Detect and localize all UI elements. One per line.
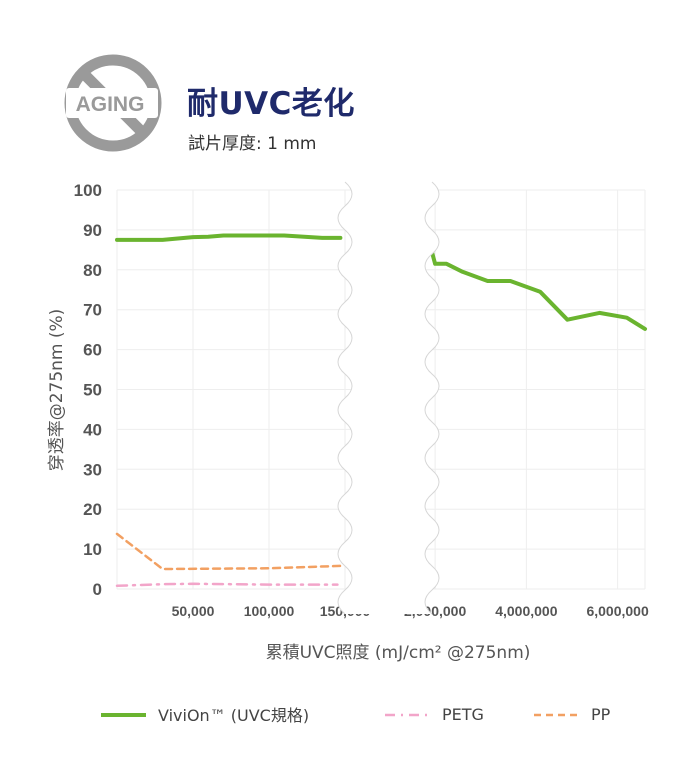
aging-badge-text: AGING	[76, 93, 145, 116]
legend-label-vivion: ViviOn™ (UVC規格)	[158, 706, 310, 725]
y-axis-label: 穿透率@275nm (%)	[47, 309, 67, 472]
legend-swatch-pp	[534, 705, 579, 724]
y-tick-label: 10	[83, 540, 102, 559]
legend-swatch-vivion	[101, 705, 146, 724]
page-title: 耐UVC老化	[187, 86, 355, 122]
aging-icon: AGING	[64, 54, 162, 152]
y-tick-label: 50	[83, 381, 102, 400]
x-tick-label: 50,000	[172, 603, 215, 619]
axis-break-edge	[337, 181, 353, 615]
series-line-petg	[115, 582, 339, 588]
page-subtitle: 試片厚度: 1 mm	[188, 134, 317, 154]
y-tick-label: 70	[83, 301, 102, 320]
legend-item-petg: PETG	[385, 702, 484, 726]
legend-item-vivion: ViviOn™ (UVC規格)	[101, 702, 309, 726]
x-tick-label: 6,000,000	[586, 603, 648, 619]
legend-label-pp: PP	[591, 704, 611, 724]
y-tick-label: 80	[83, 261, 102, 280]
legend-swatch-petg	[385, 705, 430, 724]
legend-item-pp: PP	[534, 702, 610, 726]
axis-break-band	[338, 182, 439, 614]
y-tick-label: 0	[93, 580, 102, 599]
y-tick-label: 60	[83, 341, 102, 360]
y-tick-label: 90	[83, 221, 102, 240]
series-line-pp	[115, 532, 342, 571]
y-tick-label: 30	[83, 460, 102, 479]
x-axis-label: 累積UVC照度 (mJ/cm² @275nm)	[266, 643, 531, 663]
y-tick-label: 20	[83, 500, 102, 519]
y-tick-label: 40	[83, 420, 102, 439]
legend-label-petg: PETG	[442, 704, 484, 724]
series-line-vivion	[426, 247, 647, 331]
series-line-vivion	[115, 233, 343, 242]
y-tick-label: 100	[74, 181, 102, 200]
chart-canvas: 010203040506070809010050,000100,000150,0…	[47, 181, 649, 663]
x-tick-label: 4,000,000	[495, 603, 557, 619]
x-tick-label: 100,000	[244, 603, 295, 619]
axis-break-edge	[424, 181, 440, 615]
